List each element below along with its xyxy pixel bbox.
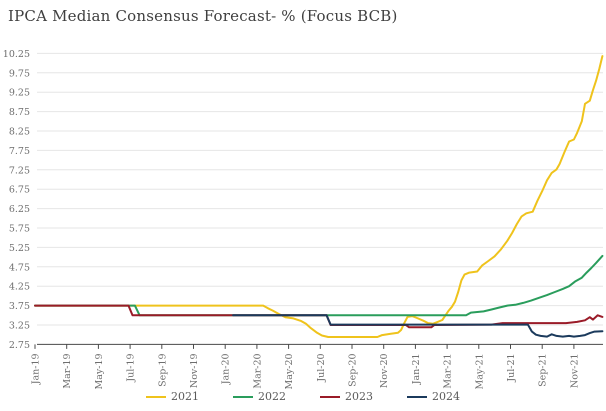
legend-swatch-2023: [320, 395, 340, 398]
y-tick-label: 7.25: [9, 165, 30, 176]
series-2022-line: [34, 254, 604, 317]
x-tick-label: May-19: [94, 353, 105, 389]
legend-item-2024: 2024: [407, 390, 460, 403]
series-2024-line: [232, 314, 604, 338]
y-tick-label: 4.25: [9, 282, 30, 293]
x-tick-label: Sep-20: [348, 353, 359, 387]
legend-label: 2022: [258, 390, 286, 403]
x-tick-label: Jul-20: [316, 353, 327, 382]
legend-swatch-2024: [407, 395, 427, 398]
x-tick-label: Mar-20: [252, 353, 263, 388]
x-tick-label: Mar-21: [443, 353, 454, 388]
legend-item-2021: 2021: [146, 390, 199, 403]
x-tick-label: Sep-21: [538, 353, 549, 387]
y-tick-label: 8.25: [9, 127, 30, 138]
y-tick-label: 3.75: [9, 301, 30, 312]
y-tick-label: 9.25: [9, 88, 30, 99]
x-tick-label: Jul-21: [506, 353, 517, 382]
x-tick-label: Sep-19: [157, 353, 168, 387]
y-tick-label: 7.75: [9, 146, 30, 157]
x-tick-label: Nov-21: [569, 353, 580, 388]
x-tick-label: Jan-19: [31, 353, 42, 385]
legend-item-2023: 2023: [320, 390, 373, 403]
y-tick-label: 10.25: [3, 49, 30, 60]
y-tick-label: 2.75: [9, 340, 30, 351]
y-tick-label: 5.75: [9, 224, 30, 235]
legend-swatch-2022: [233, 395, 253, 398]
legend-label: 2023: [345, 390, 373, 403]
chart-legend: 2021 2022 2023 2024: [0, 390, 606, 403]
y-tick-label: 4.75: [9, 262, 30, 273]
x-tick-label: Jan-20: [221, 353, 232, 385]
x-tick-label: Mar-19: [62, 353, 73, 388]
y-tick-label: 3.25: [9, 321, 30, 332]
legend-label: 2021: [171, 390, 199, 403]
chart-title: IPCA Median Consensus Forecast- % (Focus…: [8, 7, 398, 25]
x-tick-label: May-20: [284, 353, 295, 389]
x-tick-label: May-21: [474, 353, 485, 389]
y-tick-label: 5.25: [9, 243, 30, 254]
legend-swatch-2021: [146, 395, 166, 398]
series-2021-line: [34, 55, 604, 338]
y-tick-label: 9.75: [9, 68, 30, 79]
y-tick-label: 8.75: [9, 107, 30, 118]
legend-label: 2024: [432, 390, 460, 403]
y-tick-label: 6.25: [9, 204, 30, 215]
x-tick-label: Nov-19: [189, 353, 200, 388]
legend-item-2022: 2022: [233, 390, 286, 403]
x-tick-label: Nov-20: [379, 353, 390, 388]
x-tick-label: Jul-19: [126, 353, 137, 382]
y-tick-label: 6.75: [9, 185, 30, 196]
x-tick-label: Jan-21: [411, 353, 422, 385]
